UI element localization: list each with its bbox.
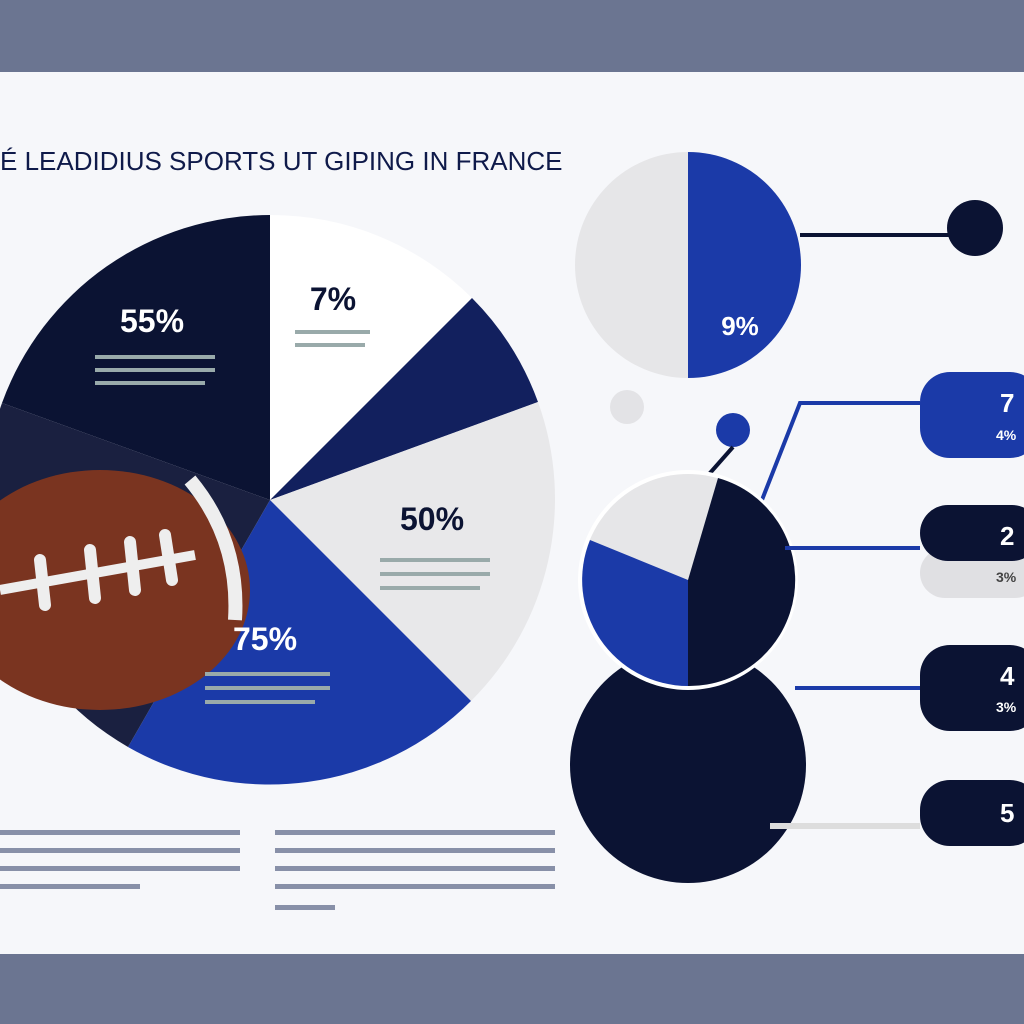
slice-label: 50% <box>400 501 464 537</box>
slice-label: 55% <box>120 303 184 339</box>
dot <box>716 413 750 447</box>
pie-label: 9% <box>721 311 759 341</box>
football <box>0 470 250 710</box>
dot <box>947 200 1003 256</box>
tab-number: 5 <box>1000 798 1014 828</box>
tab-number: 2 <box>1000 521 1014 551</box>
football-stripe <box>184 475 243 621</box>
laces <box>34 529 178 611</box>
slice <box>270 402 555 701</box>
tab-number: 4 <box>1000 661 1015 691</box>
slice <box>270 298 538 500</box>
tab-percent: 4% <box>996 427 1017 443</box>
slice <box>128 500 471 785</box>
main-pie: 55% 7% 50% 75% <box>0 214 555 785</box>
tab-percent: 3% <box>996 569 1017 585</box>
tab-percent: 3% <box>996 699 1017 715</box>
tabs <box>770 372 1024 846</box>
slice <box>270 214 472 500</box>
tab-number: 7 <box>1000 388 1014 418</box>
footer-text-lines <box>0 830 555 910</box>
title: É LEADIDIUS SPORTS UT GIPING IN FRANCE <box>0 146 562 176</box>
connector <box>758 401 920 506</box>
placeholder-lines <box>95 330 490 704</box>
middle-pie <box>578 470 798 690</box>
bottom-pie <box>570 647 806 883</box>
slice-label: 7% <box>310 281 356 317</box>
dot <box>610 390 644 424</box>
top-pie: 9% <box>575 152 801 378</box>
slice-label: 75% <box>233 621 297 657</box>
